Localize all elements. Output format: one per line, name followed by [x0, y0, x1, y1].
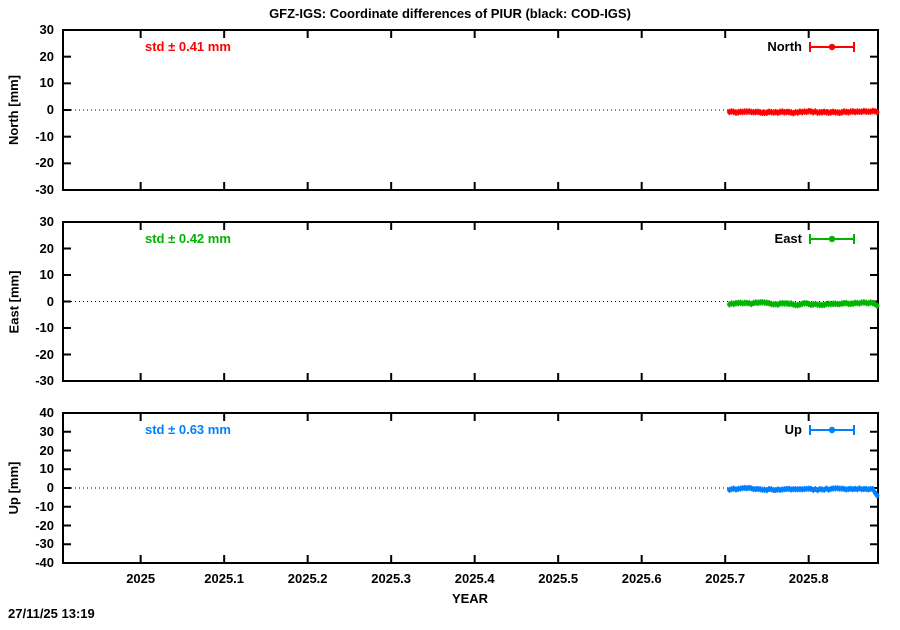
y-tick-label-east: -20: [35, 346, 54, 362]
legend-label-east: East: [774, 231, 802, 246]
y-tick-label-north: 20: [39, 48, 54, 64]
y-tick-label-north: -30: [35, 182, 54, 197]
panel-up-graphics: [62, 412, 879, 564]
std-label-east: std ± 0.42 mm: [145, 231, 231, 246]
x-tick-label: 2025.1: [204, 571, 245, 586]
y-tick-label-up: 0: [46, 480, 54, 495]
y-tick-label-up: 20: [39, 442, 54, 458]
y-tick-label-north: -20: [35, 155, 54, 171]
chart-title: GFZ-IGS: Coordinate differences of PIUR …: [269, 6, 631, 21]
up-data-series: [727, 484, 880, 499]
legend-key-point-north: [828, 43, 836, 51]
timestamp: 27/11/25 13:19: [8, 606, 95, 621]
y-axis-title-up: Up [mm]: [6, 461, 21, 515]
x-tick-label: 2025: [126, 571, 156, 586]
y-tick-label-north: -10: [35, 128, 54, 144]
x-tick-label: 2025.6: [621, 571, 662, 586]
y-tick-label-up: -10: [35, 498, 54, 514]
y-tick-label-east: 10: [39, 267, 54, 282]
x-axis-title: YEAR: [451, 591, 489, 606]
north-data-series: [727, 107, 880, 117]
legend-key-point-east: [828, 235, 836, 243]
y-tick-label-east: -30: [35, 373, 54, 388]
std-label-up: std ± 0.63 mm: [145, 422, 231, 437]
x-tick-label: 2025.4: [454, 571, 495, 586]
legend-key-point-up: [828, 426, 836, 434]
legend-label-north: North: [767, 39, 802, 54]
x-tick-label: 2025.7: [705, 571, 746, 586]
x-tick-label: 2025.2: [287, 571, 328, 586]
panel-north-graphics: [62, 29, 879, 191]
x-tick-label: 2025.3: [371, 571, 412, 586]
x-tick-label: 2025.8: [788, 571, 829, 586]
y-tick-label-east: 20: [39, 240, 54, 256]
y-tick-label-north: 0: [46, 102, 54, 117]
legend-label-up: Up: [784, 422, 802, 437]
y-tick-label-up: -30: [35, 536, 54, 552]
y-tick-label-east: 0: [46, 293, 54, 309]
y-tick-label-up: -40: [35, 555, 54, 570]
x-tick-label: 2025.5: [538, 571, 579, 586]
y-tick-label-up: -20: [35, 517, 54, 533]
y-tick-label-east: -10: [35, 320, 54, 335]
east-data-series: [727, 299, 880, 309]
y-tick-label-up: 30: [39, 423, 54, 439]
panel-east-graphics: [62, 221, 879, 382]
y-tick-label-up: 40: [39, 405, 54, 420]
y-tick-label-north: 30: [39, 22, 54, 37]
y-axis-title-east: East [mm]: [6, 270, 21, 333]
y-tick-label-up: 10: [39, 461, 54, 477]
std-label-north: std ± 0.41 mm: [145, 39, 231, 54]
y-tick-label-east: 30: [39, 214, 54, 229]
y-tick-label-north: 10: [39, 75, 54, 91]
y-axis-title-north: North [mm]: [6, 74, 21, 146]
